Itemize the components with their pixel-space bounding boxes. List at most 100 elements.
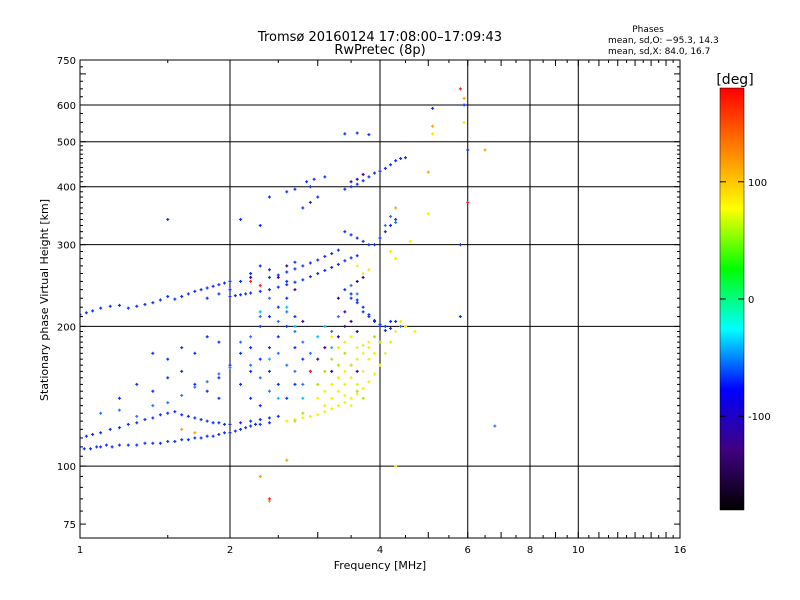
data-point (205, 389, 209, 393)
data-point (285, 296, 289, 300)
data-point (126, 306, 130, 310)
data-point (343, 230, 347, 234)
data-point (336, 363, 340, 367)
data-point (117, 408, 121, 412)
data-point (394, 217, 398, 221)
data-point (285, 270, 289, 274)
data-point (383, 351, 387, 355)
y-tick-label: 400 (57, 183, 76, 194)
data-point (301, 382, 305, 386)
data-point (166, 217, 170, 221)
data-point (308, 414, 312, 418)
data-point (117, 396, 121, 400)
data-point (108, 304, 112, 308)
data-point (373, 351, 377, 355)
data-point (343, 369, 347, 373)
data-point (233, 294, 237, 298)
data-point (378, 236, 382, 240)
data-point (276, 285, 280, 289)
data-point (228, 288, 232, 292)
data-point (258, 474, 262, 478)
data-point (293, 369, 297, 373)
data-point (355, 254, 359, 258)
data-point (330, 330, 334, 334)
data-point (205, 380, 209, 384)
x-tick-label: 2 (227, 545, 233, 556)
data-point (336, 376, 340, 380)
data-point (151, 351, 155, 355)
data-point (361, 386, 365, 390)
data-point (343, 259, 347, 263)
data-point (323, 254, 327, 258)
data-point (316, 258, 320, 262)
data-point (82, 447, 86, 451)
data-point (462, 103, 466, 107)
data-point (217, 396, 221, 400)
data-point (389, 163, 393, 167)
data-point (205, 434, 209, 438)
data-points (80, 87, 497, 503)
data-point (383, 324, 387, 328)
colorbar-label: [deg] (716, 72, 753, 88)
data-point (413, 330, 417, 334)
data-point (426, 170, 430, 174)
data-point (361, 369, 365, 373)
data-point (258, 418, 262, 422)
data-point (349, 404, 353, 408)
data-point (173, 439, 177, 443)
data-point (249, 335, 253, 339)
data-point (180, 294, 184, 298)
data-point (99, 445, 103, 449)
data-point (483, 148, 487, 152)
data-point (349, 256, 353, 260)
data-point (99, 431, 103, 435)
data-point (343, 324, 347, 328)
stats-line-x: mean, sd,X: 84.0, 16.7 (608, 47, 710, 57)
data-point (258, 289, 262, 293)
data-point (166, 401, 170, 405)
data-point (394, 206, 398, 210)
data-point (117, 426, 121, 430)
data-point (285, 363, 289, 367)
data-point (378, 169, 382, 173)
data-point (249, 369, 253, 373)
data-point (293, 330, 297, 334)
data-point (249, 396, 253, 400)
data-point (349, 335, 353, 339)
data-point (151, 416, 155, 420)
data-point (199, 418, 203, 422)
data-point (151, 441, 155, 445)
data-point (361, 172, 365, 176)
data-point (330, 407, 334, 411)
data-point (211, 421, 215, 425)
data-point (323, 389, 327, 393)
data-point (367, 340, 371, 344)
colorbar-tick-label: -100 (748, 412, 771, 423)
data-point (267, 369, 271, 373)
y-tick-label: 100 (57, 462, 76, 473)
data-point (301, 319, 305, 323)
data-point (293, 280, 297, 284)
data-point (267, 315, 271, 319)
x-tick-label: 1 (77, 545, 83, 556)
data-point (301, 340, 305, 344)
data-point (308, 185, 312, 189)
x-tick-label: 4 (377, 545, 383, 556)
data-point (199, 436, 203, 440)
data-point (316, 335, 320, 339)
y-tick-label: 500 (57, 138, 76, 149)
data-point (276, 396, 280, 400)
data-point (349, 363, 353, 367)
data-point (193, 436, 197, 440)
data-point (361, 310, 365, 314)
data-point (151, 301, 155, 305)
data-point (80, 313, 82, 317)
data-point (258, 404, 262, 408)
data-point (193, 351, 197, 355)
data-point (343, 288, 347, 292)
data-point (293, 346, 297, 350)
data-point (233, 429, 237, 433)
data-point (399, 324, 403, 328)
data-point (244, 292, 248, 296)
